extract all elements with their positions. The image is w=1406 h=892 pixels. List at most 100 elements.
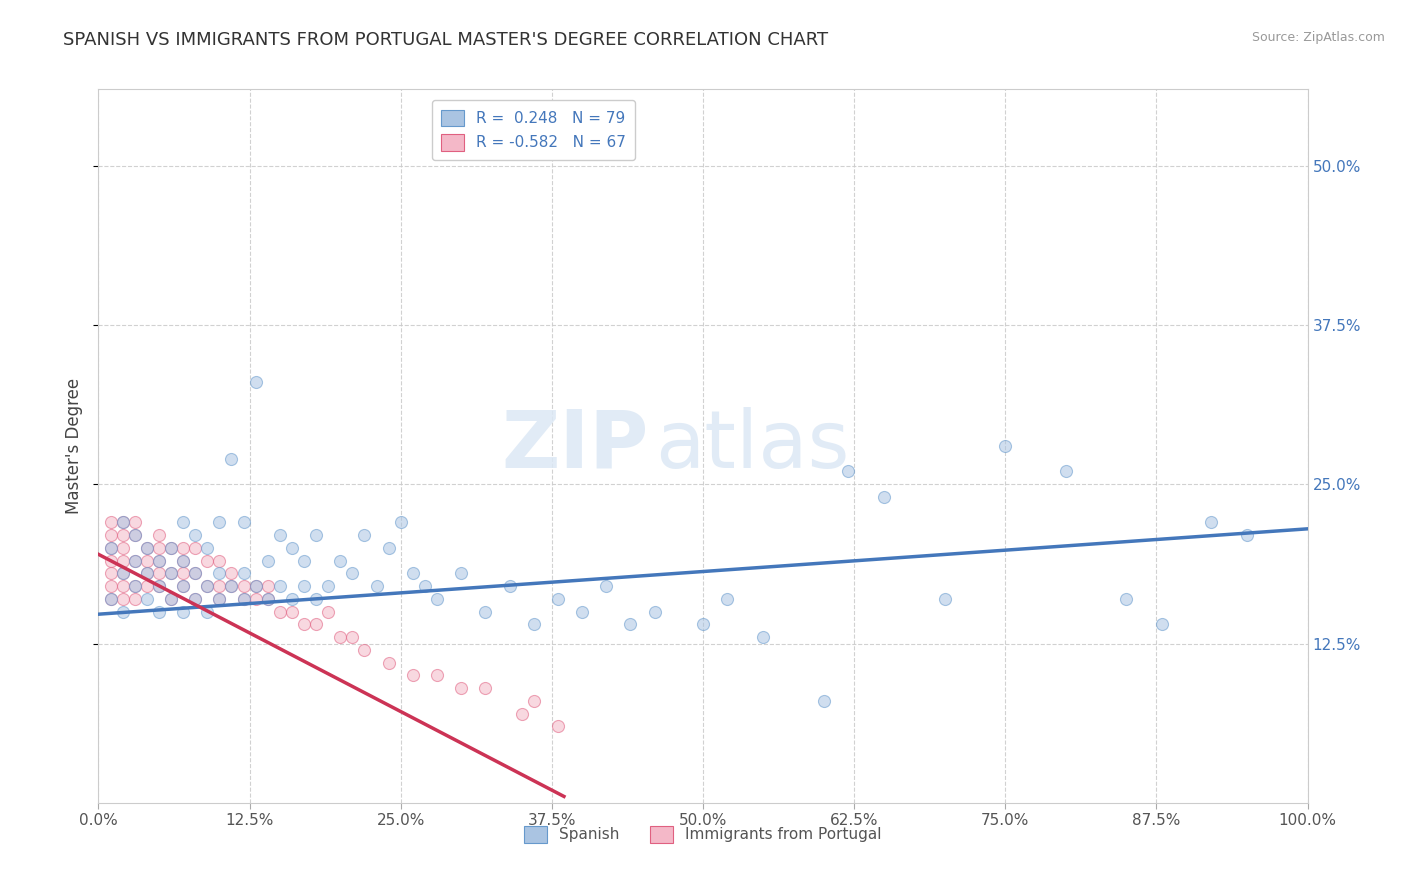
Point (135, 541, 157, 555)
Point (342, 566, 364, 581)
Point (426, 668, 449, 682)
Point (256, 554, 278, 568)
Point (1236, 528, 1258, 542)
Point (644, 605, 666, 619)
Point (245, 591, 267, 606)
Point (124, 528, 146, 542)
Point (450, 681, 472, 695)
Point (245, 376, 267, 390)
Point (148, 566, 170, 581)
Point (124, 579, 146, 593)
Point (366, 579, 388, 593)
Point (100, 528, 122, 542)
Point (172, 554, 194, 568)
Point (208, 591, 231, 606)
Point (377, 656, 399, 670)
Point (523, 617, 546, 632)
Point (547, 591, 569, 606)
Point (160, 591, 183, 606)
Point (160, 541, 183, 555)
Point (111, 516, 134, 530)
Point (292, 579, 315, 593)
Point (100, 591, 122, 606)
Point (837, 465, 859, 479)
Point (111, 566, 134, 581)
Point (160, 541, 183, 555)
Point (329, 554, 352, 568)
Point (100, 579, 122, 593)
Point (256, 591, 278, 606)
Point (195, 554, 218, 568)
Point (135, 566, 157, 581)
Point (111, 554, 134, 568)
Point (329, 630, 352, 644)
Point (1054, 465, 1077, 479)
Point (148, 541, 170, 555)
Point (353, 643, 375, 657)
Point (1152, 617, 1174, 632)
Point (692, 617, 714, 632)
Point (172, 579, 194, 593)
Point (316, 605, 339, 619)
Point (245, 579, 267, 593)
Point (124, 528, 146, 542)
Point (232, 566, 254, 581)
Text: atlas: atlas (655, 407, 849, 485)
Point (305, 617, 328, 632)
Point (450, 566, 472, 581)
Point (135, 591, 157, 606)
Point (111, 591, 134, 606)
Point (195, 579, 218, 593)
Point (221, 566, 243, 581)
Point (389, 516, 412, 530)
Point (100, 541, 122, 555)
Point (305, 591, 328, 606)
Point (184, 541, 207, 555)
Point (160, 591, 183, 606)
Point (281, 541, 304, 555)
Point (124, 516, 146, 530)
Point (245, 579, 267, 593)
Point (716, 591, 738, 606)
Text: Source: ZipAtlas.com: Source: ZipAtlas.com (1251, 31, 1385, 45)
Point (135, 579, 157, 593)
Point (124, 554, 146, 568)
Point (474, 605, 496, 619)
Point (111, 605, 134, 619)
Point (172, 605, 194, 619)
Point (269, 579, 291, 593)
Point (111, 579, 134, 593)
Point (135, 541, 157, 555)
Point (269, 528, 291, 542)
Point (426, 591, 449, 606)
Point (148, 579, 170, 593)
Point (172, 541, 194, 555)
Point (402, 668, 425, 682)
Point (172, 579, 194, 593)
Point (160, 566, 183, 581)
Point (510, 706, 533, 721)
Point (208, 554, 231, 568)
Point (111, 528, 134, 542)
Point (619, 617, 641, 632)
Point (100, 591, 122, 606)
Text: ZIP: ZIP (502, 407, 648, 485)
Point (402, 566, 425, 581)
Point (232, 579, 254, 593)
Point (595, 579, 617, 593)
Point (124, 591, 146, 606)
Point (195, 605, 218, 619)
Point (100, 516, 122, 530)
Point (232, 591, 254, 606)
Point (195, 579, 218, 593)
Point (184, 566, 207, 581)
Point (256, 579, 278, 593)
Point (221, 579, 243, 593)
Point (221, 451, 243, 466)
Point (160, 566, 183, 581)
Point (208, 591, 231, 606)
Point (1199, 516, 1222, 530)
Point (873, 490, 896, 504)
Point (111, 541, 134, 555)
Point (208, 566, 231, 581)
